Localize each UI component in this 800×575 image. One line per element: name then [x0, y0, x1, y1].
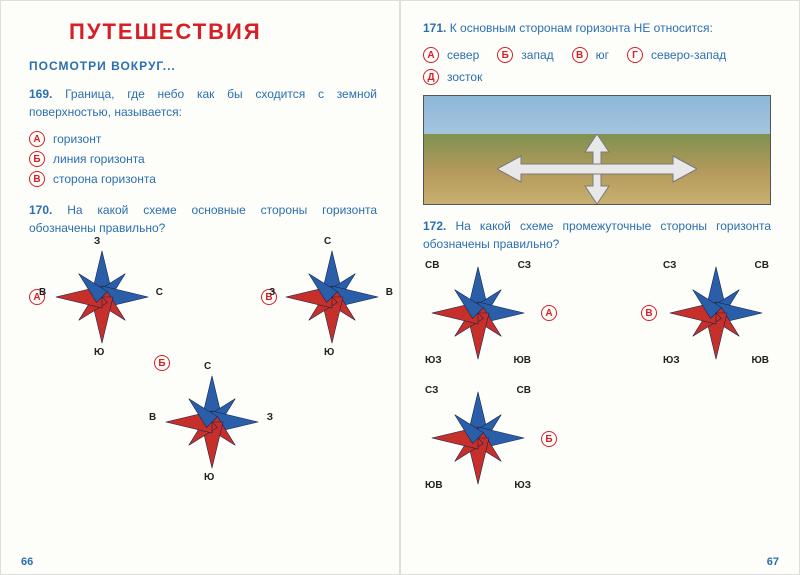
- q171-opt-c[interactable]: В юг: [572, 47, 609, 63]
- q170-text: На какой схеме основные стороны горизонт…: [29, 203, 377, 235]
- compass-icon: [423, 258, 533, 368]
- compass-icon: [47, 242, 157, 352]
- q171-opt-g[interactable]: Г северо-запад: [627, 47, 726, 63]
- compass-icon: [661, 258, 771, 368]
- dir-label: З: [94, 236, 100, 247]
- dir-label: Ю: [204, 472, 214, 483]
- dir-label: СЗ: [425, 385, 438, 396]
- compass-rose-1: З С Ю В: [47, 242, 157, 352]
- right-page: 171. К основным сторонам горизонта НЕ от…: [400, 0, 800, 575]
- dir-label: ЮЗ: [425, 355, 442, 366]
- dir-label: З: [267, 412, 273, 423]
- direction-arrows-icon: [497, 134, 697, 204]
- option-letter: А: [423, 47, 439, 63]
- option-text: запад: [521, 48, 553, 62]
- option-letter: А: [29, 131, 45, 147]
- compass-rose-4: СВ СЗ ЮЗ ЮВ: [423, 258, 533, 368]
- dir-label: С: [204, 361, 211, 372]
- page-number: 67: [767, 556, 779, 568]
- q171-num: 171.: [423, 21, 446, 35]
- dir-label: В: [39, 287, 46, 298]
- option-text: юг: [596, 48, 609, 62]
- option-letter: В: [29, 171, 45, 187]
- q171-opt-b[interactable]: Б запад: [497, 47, 553, 63]
- option-text: сторона горизонта: [53, 172, 156, 186]
- chapter-title: ПУТЕШЕСТВИЯ: [69, 19, 377, 45]
- q172-num: 172.: [423, 219, 446, 233]
- q169: 169. Граница, где небо как бы сходится с…: [29, 85, 377, 121]
- dir-label: СЗ: [663, 260, 676, 271]
- dir-label: СВ: [425, 260, 439, 271]
- dir-label: СВ: [517, 385, 531, 396]
- option-text: линия горизонта: [53, 152, 145, 166]
- option-text: север: [447, 48, 479, 62]
- dir-label: В: [149, 412, 156, 423]
- compass-rose-6: СЗ СВ ЮЗ ЮВ: [661, 258, 771, 368]
- dir-label: Ю: [324, 347, 334, 358]
- q169-options: А горизонт Б линия горизонта В сторона г…: [29, 131, 377, 187]
- option-text: северо-запад: [651, 48, 726, 62]
- q169-opt-c[interactable]: В сторона горизонта: [29, 171, 377, 187]
- q172-opt-c[interactable]: В: [641, 305, 657, 321]
- option-letter: Б: [29, 151, 45, 167]
- q169-opt-b[interactable]: Б линия горизонта: [29, 151, 377, 167]
- q171-opt-d[interactable]: Д зосток: [423, 69, 482, 85]
- compass-rose-5: СЗ СВ ЮВ ЮЗ: [423, 383, 533, 493]
- q172: 172. На какой схеме промежуточные сторон…: [423, 217, 771, 253]
- q172-text: На какой схеме промежуточные стороны гор…: [423, 219, 771, 251]
- q170: 170. На какой схеме основные стороны гор…: [29, 201, 377, 237]
- dir-label: СВ: [755, 260, 769, 271]
- q171-text: К основным сторонам горизонта НЕ относит…: [450, 21, 713, 35]
- q171-opt-a[interactable]: А север: [423, 47, 479, 63]
- dir-label: С: [156, 287, 163, 298]
- q170-num: 170.: [29, 203, 52, 217]
- q171: 171. К основным сторонам горизонта НЕ от…: [423, 19, 771, 37]
- q170-diagrams: А Б В З С Ю В С З Ю В С В Ю З: [29, 247, 377, 487]
- q172-opt-b[interactable]: Б: [541, 431, 557, 447]
- option-text: горизонт: [53, 132, 101, 146]
- dir-label: ЮЗ: [514, 480, 531, 491]
- page-number: 66: [21, 556, 33, 568]
- compass-icon: [157, 367, 267, 477]
- q171-options: А север Б запад В юг Г северо-запад Д зо…: [423, 47, 771, 85]
- option-letter: Б: [497, 47, 513, 63]
- q172-diagrams: А Б В СВ СЗ ЮЗ ЮВ СЗ СВ ЮВ ЮЗ СЗ СВ ЮЗ Ю…: [423, 263, 771, 503]
- compass-rose-2: С З Ю В: [157, 367, 267, 477]
- q169-text: Граница, где небо как бы сходится с земн…: [29, 87, 377, 119]
- q169-num: 169.: [29, 87, 52, 101]
- dir-label: Ю: [94, 347, 104, 358]
- section-subtitle: ПОСМОТРИ ВОКРУГ...: [29, 59, 377, 73]
- dir-label: СЗ: [518, 260, 531, 271]
- horizon-image: [423, 95, 771, 205]
- option-letter: Г: [627, 47, 643, 63]
- compass-rose-3: С В Ю З: [277, 242, 387, 352]
- dir-label: ЮВ: [513, 355, 531, 366]
- option-letter: В: [572, 47, 588, 63]
- q169-opt-a[interactable]: А горизонт: [29, 131, 377, 147]
- q172-opt-a[interactable]: А: [541, 305, 557, 321]
- option-letter: Д: [423, 69, 439, 85]
- dir-label: ЮЗ: [663, 355, 680, 366]
- left-page: ПУТЕШЕСТВИЯ ПОСМОТРИ ВОКРУГ... 169. Гран…: [0, 0, 400, 575]
- dir-label: В: [386, 287, 393, 298]
- option-text: зосток: [447, 70, 482, 84]
- dir-label: ЮВ: [425, 480, 443, 491]
- dir-label: ЮВ: [751, 355, 769, 366]
- dir-label: С: [324, 236, 331, 247]
- compass-icon: [423, 383, 533, 493]
- dir-label: З: [269, 287, 275, 298]
- compass-icon: [277, 242, 387, 352]
